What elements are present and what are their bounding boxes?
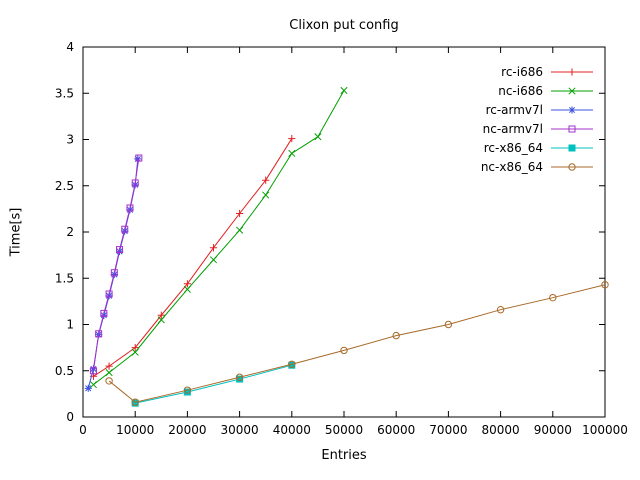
x-tick-label: 70000 xyxy=(429,423,467,437)
x-tick-label: 80000 xyxy=(482,423,520,437)
y-tick-label: 2 xyxy=(66,225,74,239)
legend-label: nc-i686 xyxy=(498,84,543,98)
legend-entry-rc-armv7l: rc-armv7l xyxy=(486,103,593,117)
y-tick-label: 4 xyxy=(66,40,74,54)
x-axis-label: Entries xyxy=(321,448,367,463)
series-line xyxy=(92,157,140,371)
x-tick-label: 30000 xyxy=(221,423,259,437)
x-tick-label: 100000 xyxy=(582,423,628,437)
series-line xyxy=(108,284,606,403)
axis-ticks: 0 10000 20000 30000 40000 50000 60000 70000 8000… xyxy=(55,40,628,437)
legend-label: rc-i686 xyxy=(501,65,543,79)
legend-label: rc-x86_64 xyxy=(484,141,543,155)
series-line xyxy=(135,364,292,404)
legend-entry-nc-armv7l: nc-armv7l xyxy=(483,122,593,136)
y-tick-label: 2.5 xyxy=(55,179,74,193)
x-tick-label: 90000 xyxy=(534,423,572,437)
series-line xyxy=(93,138,293,377)
legend-entry-rc-i686: rc-i686 xyxy=(501,65,593,79)
legend-entry-rc-x86_64: rc-x86_64 xyxy=(484,141,593,155)
y-tick-label: 0.5 xyxy=(55,364,74,378)
series-nc-armv7l xyxy=(89,154,143,375)
legend-label: nc-x86_64 xyxy=(481,160,543,174)
legend-label: nc-armv7l xyxy=(483,122,543,136)
series-nc-i686 xyxy=(89,86,348,389)
x-tick-label: 60000 xyxy=(377,423,415,437)
x-tick-label: 0 xyxy=(79,423,87,437)
series-line xyxy=(93,90,345,386)
series-rc-armv7l xyxy=(84,155,142,392)
x-tick-label: 10000 xyxy=(116,423,154,437)
y-tick-label: 1.5 xyxy=(55,271,74,285)
series-rc-i686 xyxy=(89,134,296,380)
y-tick-label: 3 xyxy=(66,133,74,147)
y-tick-label: 1 xyxy=(66,318,74,332)
x-tick-label: 20000 xyxy=(168,423,206,437)
x-tick-label: 40000 xyxy=(273,423,311,437)
y-tick-label: 0 xyxy=(66,410,74,424)
y-tick-label: 3.5 xyxy=(55,86,74,100)
legend-entry-nc-x86_64: nc-x86_64 xyxy=(481,160,593,174)
x-tick-label: 50000 xyxy=(325,423,363,437)
chart-title: Clixon put config xyxy=(289,18,399,33)
legend: rc-i686 nc-i686 rc-armv7l nc-armv7l rc-x86_6… xyxy=(481,65,593,174)
legend-label: rc-armv7l xyxy=(486,103,543,117)
series-nc-x86_64 xyxy=(105,281,609,406)
legend-entry-nc-i686: nc-i686 xyxy=(498,84,593,98)
